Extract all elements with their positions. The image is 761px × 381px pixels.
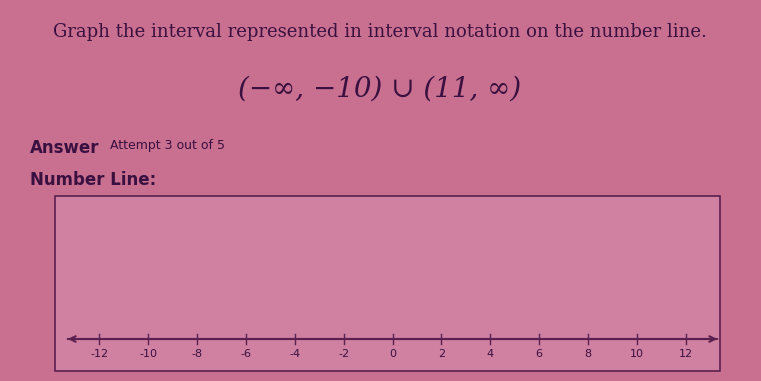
Text: 4: 4	[486, 349, 494, 359]
Text: Attempt 3 out of 5: Attempt 3 out of 5	[110, 139, 225, 152]
Text: Number Line:: Number Line:	[30, 171, 156, 189]
Text: -8: -8	[192, 349, 202, 359]
Bar	[55, 196, 720, 371]
Text: 8: 8	[584, 349, 591, 359]
Text: 2: 2	[438, 349, 445, 359]
Text: -12: -12	[91, 349, 109, 359]
Text: 12: 12	[679, 349, 693, 359]
Text: Answer: Answer	[30, 139, 100, 157]
Text: -4: -4	[289, 349, 301, 359]
Text: 6: 6	[536, 349, 543, 359]
Text: -10: -10	[139, 349, 158, 359]
Text: 0: 0	[389, 349, 396, 359]
Text: -2: -2	[338, 349, 349, 359]
Text: Graph the interval represented in interval notation on the number line.: Graph the interval represented in interv…	[53, 23, 707, 41]
Text: -6: -6	[240, 349, 251, 359]
Text: (−∞, −10) ∪ (11, ∞): (−∞, −10) ∪ (11, ∞)	[238, 76, 521, 103]
Text: 10: 10	[630, 349, 644, 359]
